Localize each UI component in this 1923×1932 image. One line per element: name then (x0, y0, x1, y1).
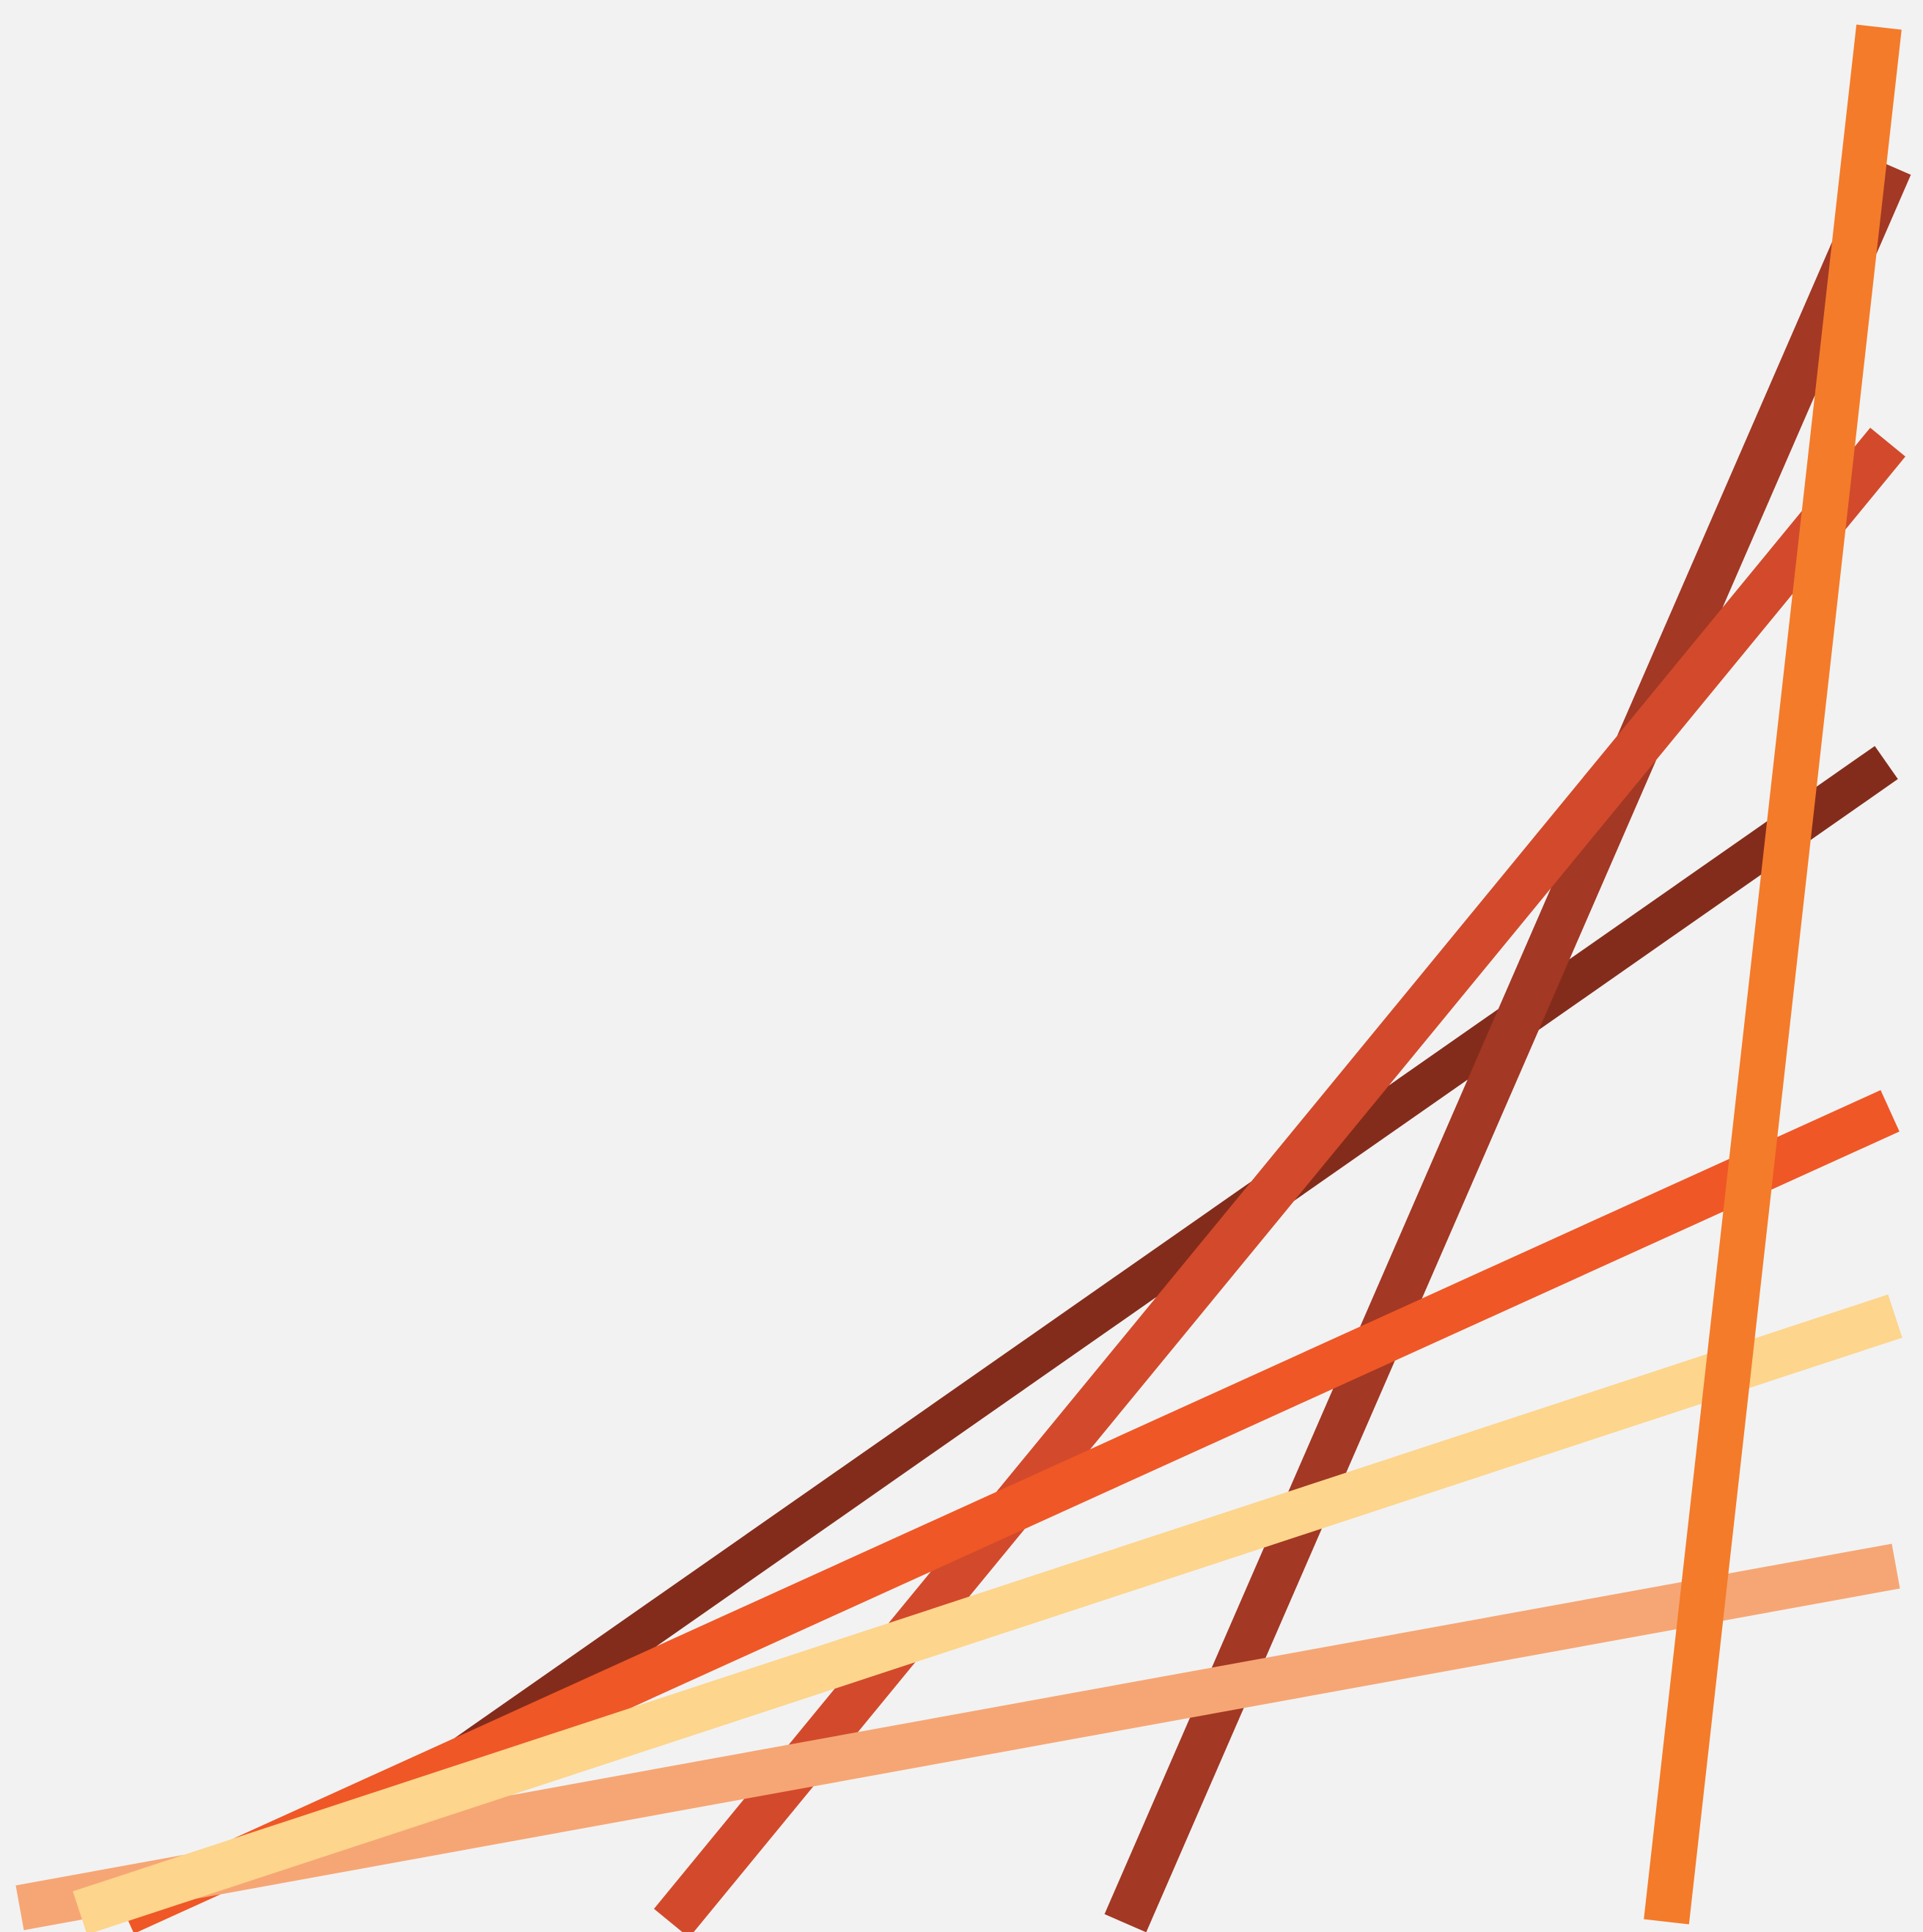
pale-yellow-stripe (73, 1294, 1902, 1932)
rust-stripe (1104, 156, 1911, 1932)
burnt-orange-stripe (654, 427, 1905, 1932)
amber-stripe (1644, 24, 1902, 1925)
dark-brown-stripe (321, 746, 1898, 1865)
